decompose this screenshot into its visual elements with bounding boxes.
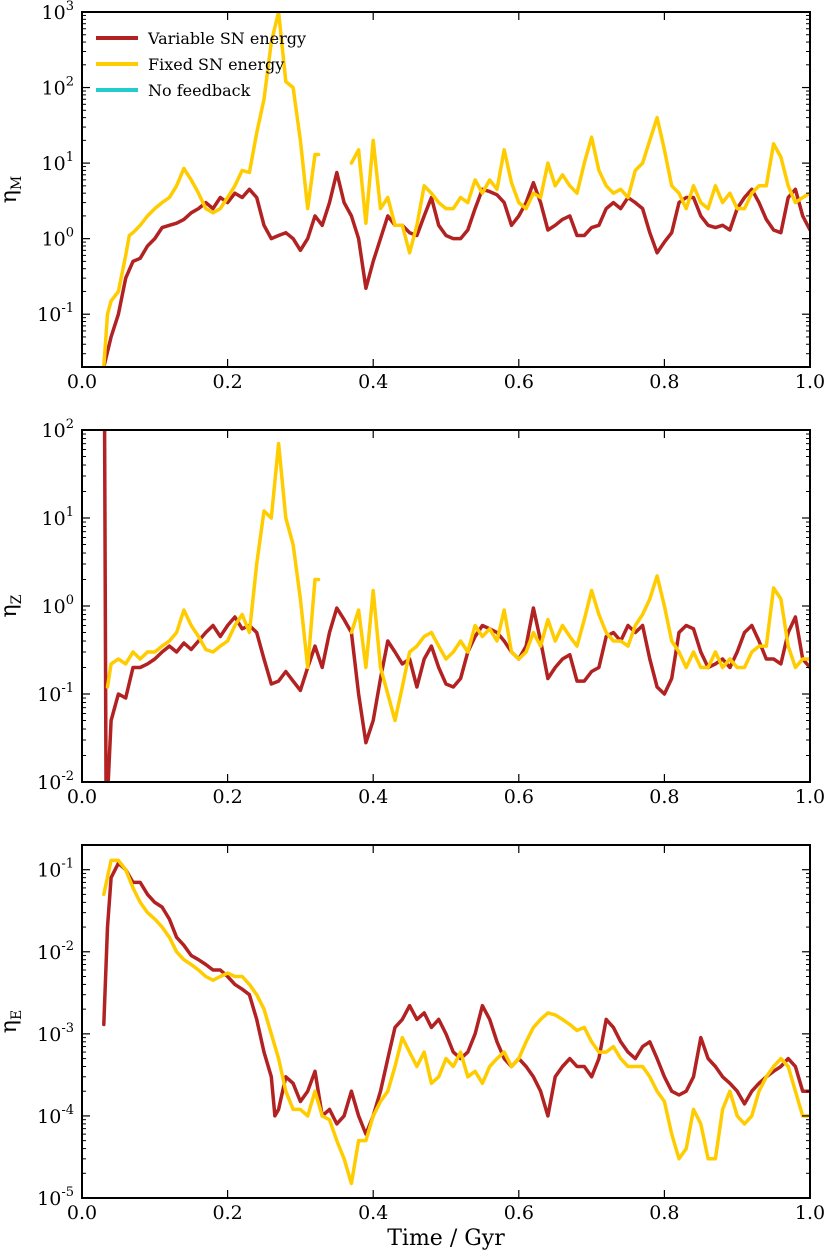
y-tick-base: 10 <box>42 2 66 24</box>
y-tick-label-eta_e-3: 10-2 <box>37 939 74 964</box>
x-tick-label-eta_e-4: 0.8 <box>649 1202 679 1224</box>
y-tick-exponent: 0 <box>66 226 74 241</box>
y-tick-exponent: -1 <box>61 301 74 316</box>
y-tick-base: 10 <box>37 860 61 882</box>
x-tick-label-eta_e-5: 1.0 <box>795 1202 825 1224</box>
y-tick-exponent: 2 <box>66 75 74 90</box>
y-tick-base: 10 <box>42 78 66 100</box>
plot-area-eta_e <box>102 858 810 1186</box>
y-tick-exponent: -3 <box>61 1021 74 1036</box>
x-tick-label-eta_z-3: 0.6 <box>504 786 534 808</box>
y-tick-label-eta_m-1: 100 <box>42 226 74 251</box>
plot-area-eta_z <box>102 430 810 782</box>
y-tick-exponent: 2 <box>66 417 74 432</box>
series-line-eta_z-0-0 <box>102 430 810 782</box>
series-line-eta_e-0-0 <box>102 861 810 1136</box>
y-tick-base: 10 <box>37 942 61 964</box>
y-tick-label-eta_e-0: 10-5 <box>37 1185 74 1210</box>
y-axis-label-eta_e: ηE <box>0 1010 25 1033</box>
series-line-eta_z-1-0 <box>105 441 321 689</box>
x-tick-label-eta_m-0: 0.0 <box>67 371 97 393</box>
y-tick-exponent: -2 <box>61 939 74 954</box>
y-tick-base: 10 <box>37 1024 61 1046</box>
x-tick-label-eta_m-2: 0.4 <box>358 371 388 393</box>
y-axis-label-sub: M <box>9 176 25 190</box>
axes-frame-eta_e <box>81 844 811 1199</box>
y-tick-exponent: 1 <box>66 505 74 520</box>
y-tick-exponent: -2 <box>61 769 74 784</box>
y-tick-label-eta_z-3: 101 <box>42 505 74 530</box>
y-tick-exponent: -1 <box>61 681 74 696</box>
y-axis-label-eta_m: ηM <box>0 176 25 204</box>
y-tick-exponent: -5 <box>61 1185 74 1200</box>
series-line-eta_e-1-0 <box>102 858 810 1186</box>
legend-label-0: Variable SN energy <box>147 29 306 48</box>
y-tick-label-eta_m-0: 10-1 <box>37 301 74 326</box>
axes-frame-eta_m <box>81 11 811 368</box>
y-axis-label-main: η <box>0 190 22 203</box>
y-tick-base: 10 <box>42 153 66 175</box>
panel-eta_m: 0.00.20.40.60.81.010-1100101102103ηMVari… <box>0 0 825 393</box>
panel-eta_z: 0.00.20.40.60.81.010-210-1100101102ηZ <box>0 417 825 808</box>
y-tick-label-eta_z-0: 10-2 <box>37 769 74 794</box>
legend-label-1: Fixed SN energy <box>148 55 284 74</box>
y-tick-base: 10 <box>37 772 61 794</box>
y-tick-base: 10 <box>37 304 61 326</box>
x-axis-label-eta_e: Time / Gyr <box>387 1226 505 1251</box>
y-tick-label-eta_e-2: 10-3 <box>37 1021 74 1046</box>
y-tick-exponent: -4 <box>61 1103 74 1118</box>
y-tick-base: 10 <box>37 1106 61 1128</box>
panel-eta_e: 0.00.20.40.60.81.010-510-410-310-210-1ηE… <box>0 844 825 1251</box>
y-tick-base: 10 <box>42 229 66 251</box>
y-tick-label-eta_m-3: 102 <box>42 75 74 100</box>
series-line-eta_m-1-0 <box>102 12 321 367</box>
y-tick-exponent: 0 <box>66 593 74 608</box>
x-tick-label-eta_z-5: 1.0 <box>795 786 825 808</box>
y-tick-base: 10 <box>42 508 66 530</box>
y-tick-base: 10 <box>37 1188 61 1210</box>
y-tick-label-eta_z-1: 10-1 <box>37 681 74 706</box>
y-axis-label-eta_z: ηZ <box>0 594 25 617</box>
y-axis-label-sub: Z <box>9 594 25 604</box>
series-line-eta_m-1-1 <box>349 115 810 255</box>
x-tick-label-eta_z-1: 0.2 <box>212 786 242 808</box>
y-tick-base: 10 <box>37 684 61 706</box>
series-line-eta_m-0-0 <box>102 170 810 367</box>
y-axis-label-main: η <box>0 604 22 617</box>
legend-label-2: No feedback <box>148 81 251 100</box>
x-tick-label-eta_m-5: 1.0 <box>795 371 825 393</box>
x-tick-label-eta_m-3: 0.6 <box>504 371 534 393</box>
x-tick-label-eta_e-3: 0.6 <box>504 1202 534 1224</box>
y-axis-label-sub: E <box>9 1010 25 1020</box>
y-tick-exponent: -1 <box>61 857 74 872</box>
series-line-eta_z-1-1 <box>349 574 810 723</box>
y-tick-base: 10 <box>42 420 66 442</box>
y-tick-base: 10 <box>42 596 66 618</box>
y-tick-label-eta_e-1: 10-4 <box>37 1103 74 1128</box>
x-tick-label-eta_m-1: 0.2 <box>212 371 242 393</box>
y-tick-label-eta_e-4: 10-1 <box>37 857 74 882</box>
x-tick-label-eta_m-4: 0.8 <box>649 371 679 393</box>
y-tick-label-eta_m-2: 101 <box>42 150 74 175</box>
plot-area-eta_m <box>102 12 810 367</box>
y-tick-label-eta_z-4: 102 <box>42 417 74 442</box>
y-tick-label-eta_z-2: 100 <box>42 593 74 618</box>
axes-frame-eta_z <box>81 429 811 783</box>
x-tick-label-eta_z-0: 0.0 <box>67 786 97 808</box>
x-tick-label-eta_e-0: 0.0 <box>67 1202 97 1224</box>
y-tick-exponent: 3 <box>66 0 74 14</box>
y-axis-label-main: η <box>0 1020 22 1033</box>
legend: Variable SN energy Fixed SN energy No feed… <box>96 29 306 100</box>
x-tick-label-eta_e-1: 0.2 <box>212 1202 242 1224</box>
x-tick-label-eta_z-4: 0.8 <box>649 786 679 808</box>
y-tick-label-eta_m-4: 103 <box>42 0 74 24</box>
x-tick-label-eta_e-2: 0.4 <box>358 1202 388 1224</box>
y-tick-exponent: 1 <box>66 150 74 165</box>
x-tick-label-eta_z-2: 0.4 <box>358 786 388 808</box>
